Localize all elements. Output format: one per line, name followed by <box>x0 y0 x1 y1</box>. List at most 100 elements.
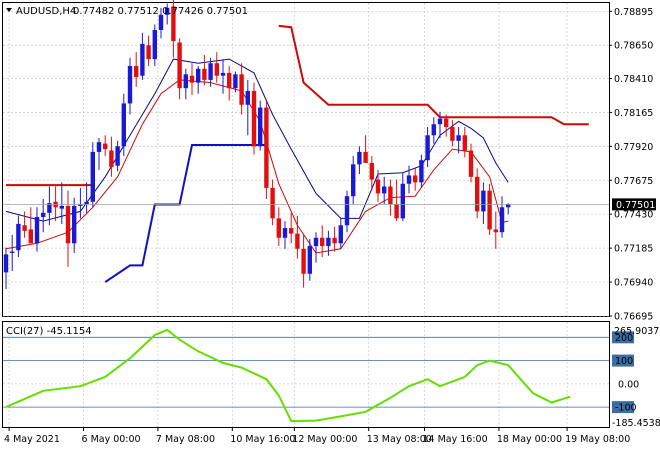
price-panel-frame <box>2 2 610 317</box>
price-tick-label: 0.77185 <box>614 244 653 255</box>
last-price-label: 0.77501 <box>616 200 655 211</box>
candle <box>270 179 275 226</box>
candle-body <box>264 107 269 188</box>
candle <box>47 186 52 226</box>
candle-body <box>369 162 374 180</box>
candle <box>251 82 257 155</box>
candle <box>450 120 455 147</box>
price-tick-label: 0.76695 <box>614 312 653 323</box>
time-tick-label: 19 May 08:00 <box>565 434 630 445</box>
ohlc-label: 0.77482 0.77512 0.77426 0.77501 <box>73 6 248 17</box>
time-tick-label: 12 May 00:00 <box>292 434 357 445</box>
candle <box>475 168 480 219</box>
candle-body <box>394 204 399 219</box>
candle-body <box>450 126 455 141</box>
candle <box>84 182 89 213</box>
candle-body <box>239 74 244 105</box>
candle-body <box>158 14 164 31</box>
time-tick-label: 10 May 16:00 <box>230 434 295 445</box>
price-grid <box>3 3 609 317</box>
candle-body <box>419 160 424 183</box>
candle-body <box>406 175 412 184</box>
candle-body <box>475 176 480 212</box>
candle <box>28 207 33 244</box>
cci-panel-frame <box>2 321 610 428</box>
candle-body <box>41 212 46 217</box>
candle-body <box>146 45 151 60</box>
candle <box>487 183 492 235</box>
candle-body <box>357 151 362 165</box>
candle <box>437 111 443 139</box>
candle-body <box>16 223 21 251</box>
candle <box>258 100 263 151</box>
candle-body <box>431 124 436 136</box>
last-price-tag: 0.77501 <box>2 198 656 211</box>
price-candles <box>3 0 511 289</box>
cci-label: CCI(27) -45.1154 <box>6 326 92 337</box>
candle <box>177 38 182 100</box>
candle-body <box>444 118 449 127</box>
candle <box>375 169 381 202</box>
candle <box>202 54 207 86</box>
candle <box>239 63 244 115</box>
candle <box>506 203 511 215</box>
candle <box>140 32 145 80</box>
price-tick-label: 0.77430 <box>614 210 653 221</box>
candle <box>499 196 505 238</box>
cci-axis: 200 100 0.00 -100 265.9037 -185.4538 <box>612 326 660 429</box>
candle-body <box>456 135 461 141</box>
candle <box>78 187 83 219</box>
candle-body <box>351 164 356 197</box>
candle-body <box>72 205 77 244</box>
candle <box>196 66 201 94</box>
cci-panel: 200 100 0.00 -100 265.9037 -185.4538 CCI(27) … <box>2 321 660 429</box>
cci-level-box <box>612 331 634 344</box>
candle <box>103 135 108 157</box>
candle <box>233 71 238 93</box>
candle <box>338 218 343 249</box>
candle-body <box>189 75 195 83</box>
candle <box>326 230 331 256</box>
candle-body <box>338 225 343 244</box>
candle <box>127 57 133 115</box>
candle <box>295 215 300 259</box>
candle <box>189 63 195 96</box>
candle <box>481 182 486 224</box>
candle-body <box>344 196 350 226</box>
candle-body <box>183 74 188 89</box>
candle-body <box>313 237 319 247</box>
candle <box>394 179 399 222</box>
candle-body <box>481 190 486 212</box>
candle <box>183 68 188 100</box>
triangle-down-icon[interactable] <box>6 8 12 12</box>
candle-body <box>208 63 213 80</box>
candle-body <box>134 66 139 78</box>
candle <box>444 114 449 137</box>
price-tick-label: 0.78165 <box>614 108 653 119</box>
candle-body <box>202 68 207 80</box>
candle <box>282 221 288 249</box>
candle <box>165 3 170 25</box>
candle <box>493 211 498 249</box>
candle <box>245 79 250 136</box>
candle <box>357 146 362 175</box>
candle <box>351 156 356 205</box>
candle <box>406 165 412 194</box>
candle-body <box>10 251 15 253</box>
candle-body <box>59 205 64 209</box>
cci-level-box <box>612 354 634 367</box>
cci-level-label: 200 <box>615 333 633 344</box>
candle <box>344 190 350 233</box>
candle <box>208 57 213 87</box>
candle <box>171 0 176 58</box>
time-axis: 4 May 2021 6 May 00:00 7 May 08:00 10 May 1… <box>4 427 630 445</box>
candle-body <box>177 42 182 89</box>
candle-body <box>220 72 226 76</box>
cci-min-label: -185.4538 <box>612 418 660 429</box>
candle-body <box>115 146 120 166</box>
candle <box>369 156 374 191</box>
candle <box>289 212 294 244</box>
candle-body <box>468 150 474 177</box>
candle <box>462 126 467 158</box>
